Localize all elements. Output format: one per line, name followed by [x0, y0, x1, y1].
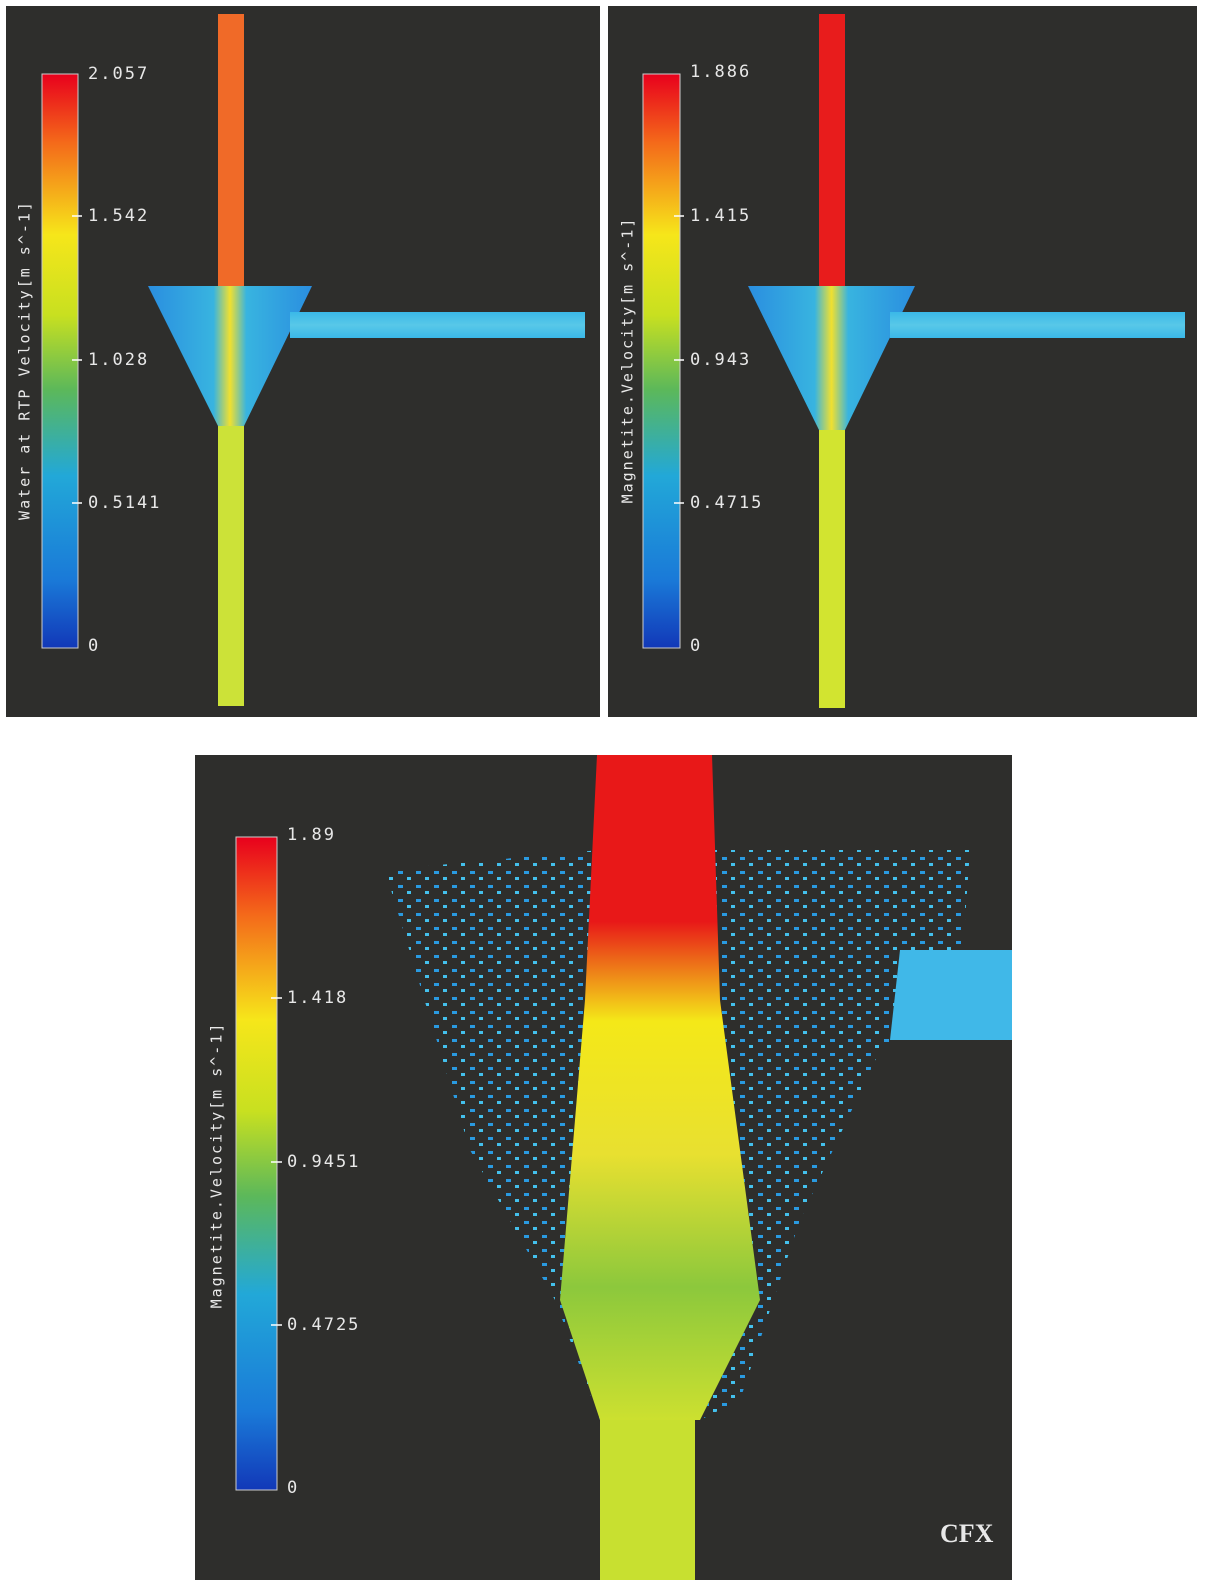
tick-label: 0.4715 — [690, 493, 763, 513]
tick-label: 1.028 — [88, 350, 149, 370]
panel: 1.886 1.415 0.943 0.4715 0 Magnetite.Vel… — [608, 6, 1197, 717]
outlet-flow — [890, 950, 1012, 1040]
tick-label: 0 — [287, 1478, 299, 1498]
tick-label: 1.415 — [690, 206, 751, 226]
underflow-pipe — [600, 1420, 695, 1580]
inlet-pipe — [819, 14, 845, 286]
funnel — [748, 286, 915, 430]
panel: 1.89 1.418 0.9451 0.4725 0 Magnetite.Vel… — [195, 755, 1012, 1580]
tick-label: 1.418 — [287, 988, 348, 1008]
logo: CFX — [940, 1519, 994, 1548]
tick-label: 1.886 — [690, 62, 751, 82]
legend-title: Magnetite.Velocity[m s^-1] — [619, 217, 637, 504]
underflow-pipe — [819, 430, 845, 708]
legend-title: Water at RTP Velocity[m s^-1] — [16, 200, 34, 520]
tick-label: 0.4725 — [287, 1315, 360, 1335]
color-bar — [41, 73, 79, 649]
legend-title: Magnetite.Velocity[m s^-1] — [208, 1022, 226, 1309]
panel-bg — [608, 6, 1197, 717]
tick-label: 0.5141 — [88, 493, 161, 513]
tick-label: 0.943 — [690, 350, 751, 370]
inlet-pipe — [218, 14, 244, 286]
tick-label: 0.9451 — [287, 1152, 360, 1172]
tick-label: 0 — [88, 636, 100, 656]
tick-label: 2.057 — [88, 64, 149, 84]
tick-label: 1.542 — [88, 206, 149, 226]
jet — [560, 755, 760, 1420]
color-bar — [642, 73, 681, 649]
underflow-pipe — [218, 426, 244, 706]
panel: 2.057 1.542 1.028 0.5141 0 Water at RTP … — [6, 6, 600, 717]
funnel — [148, 286, 312, 426]
color-bar — [235, 836, 278, 1491]
panel-bg — [6, 6, 600, 717]
tick-label: 0 — [690, 636, 702, 656]
tick-label: 1.89 — [287, 825, 336, 845]
outlet-pipe — [890, 312, 1185, 338]
outlet-pipe — [290, 312, 585, 338]
particle-cloud — [385, 850, 600, 1420]
